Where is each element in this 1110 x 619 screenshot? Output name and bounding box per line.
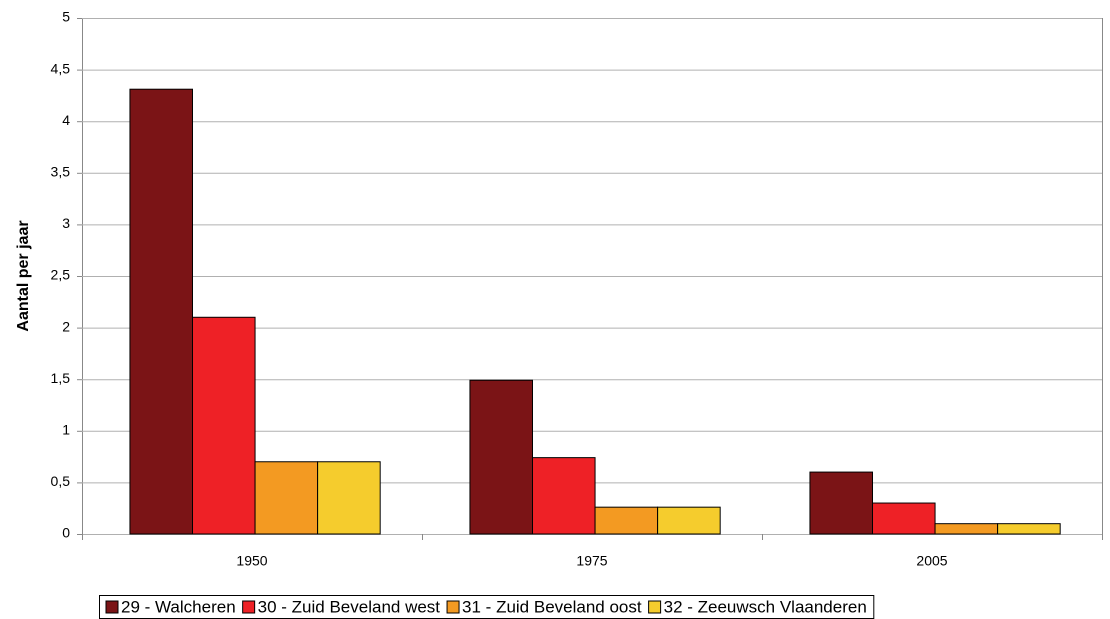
bar — [469, 379, 534, 535]
bar — [657, 506, 721, 535]
bar — [594, 506, 659, 535]
x-tick-label: 1950 — [236, 553, 267, 569]
legend-label: 29 - Walcheren — [121, 597, 236, 616]
y-tick-label: 2 — [62, 318, 70, 334]
legend-label: 31 - Zuid Beveland oost — [462, 597, 642, 616]
y-tick-label: 1,5 — [51, 370, 71, 386]
bar — [192, 316, 256, 535]
x-tick-label: 2005 — [916, 553, 947, 569]
y-tick-label: 0 — [62, 525, 70, 541]
bar — [997, 523, 1061, 535]
y-tick-label: 5 — [62, 9, 70, 25]
y-tick-label: 4 — [62, 112, 70, 128]
y-tick-label: 0,5 — [51, 473, 71, 489]
bar — [129, 88, 194, 535]
legend-label: 32 - Zeeuwsch Vlaanderen — [664, 597, 867, 616]
bar — [872, 502, 936, 535]
bar — [254, 461, 319, 535]
bar — [317, 461, 381, 535]
y-tick-label: 2,5 — [51, 267, 71, 283]
y-tick-label: 1 — [62, 422, 70, 438]
legend-swatch — [105, 600, 119, 614]
y-tick-label: 4,5 — [51, 60, 71, 76]
legend-swatch — [446, 600, 460, 614]
bar — [809, 471, 874, 535]
legend-label: 30 - Zuid Beveland west — [258, 597, 441, 616]
y-axis-label: Aantal per jaar — [15, 220, 32, 331]
legend-swatch — [648, 600, 662, 614]
legend-swatch — [242, 600, 256, 614]
x-tick-label: 1975 — [576, 553, 607, 569]
y-tick-label: 3,5 — [51, 164, 71, 180]
y-tick-label: 3 — [62, 215, 70, 231]
bar — [532, 457, 596, 535]
bar — [934, 523, 999, 535]
